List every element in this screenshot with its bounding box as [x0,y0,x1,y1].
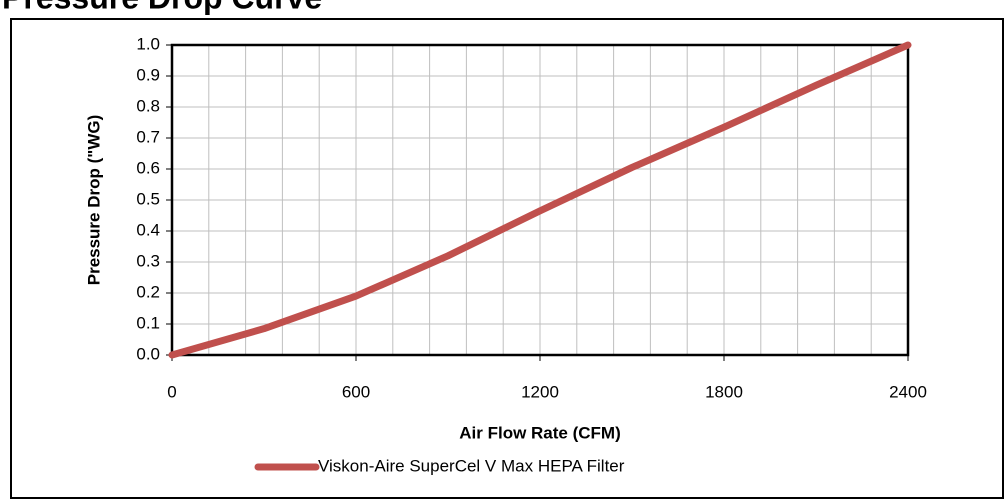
chart-title: Pressure Drop Curve [2,0,322,15]
x-axis-label: Air Flow Rate (CFM) [459,423,621,442]
y-tick-label: 0.3 [136,251,160,270]
y-tick-label: 0.6 [136,158,160,177]
legend-label: Viskon-Aire SuperCel V Max HEPA Filter [318,456,625,475]
y-tick-label: 0.5 [136,189,160,208]
y-tick-label: 0.1 [136,313,160,332]
y-axis-label: Pressure Drop ("WG) [84,115,103,286]
x-tick-label: 0 [167,382,176,401]
y-tick-label: 1.0 [136,34,160,53]
y-tick-label: 0.8 [136,96,160,115]
y-tick-label: 0.4 [136,220,160,239]
y-tick-label: 0.9 [136,65,160,84]
data-line [168,41,912,359]
y-tick-label: 0.0 [136,344,160,363]
y-tick-label: 0.2 [136,282,160,301]
x-tick-label: 1200 [521,382,559,401]
y-tick-label: 0.7 [136,127,160,146]
chart-frame [10,18,1004,499]
x-tick-label: 600 [342,382,370,401]
x-tick-label: 1800 [705,382,743,401]
x-tick-label: 2400 [889,382,927,401]
plot-border [170,43,910,357]
